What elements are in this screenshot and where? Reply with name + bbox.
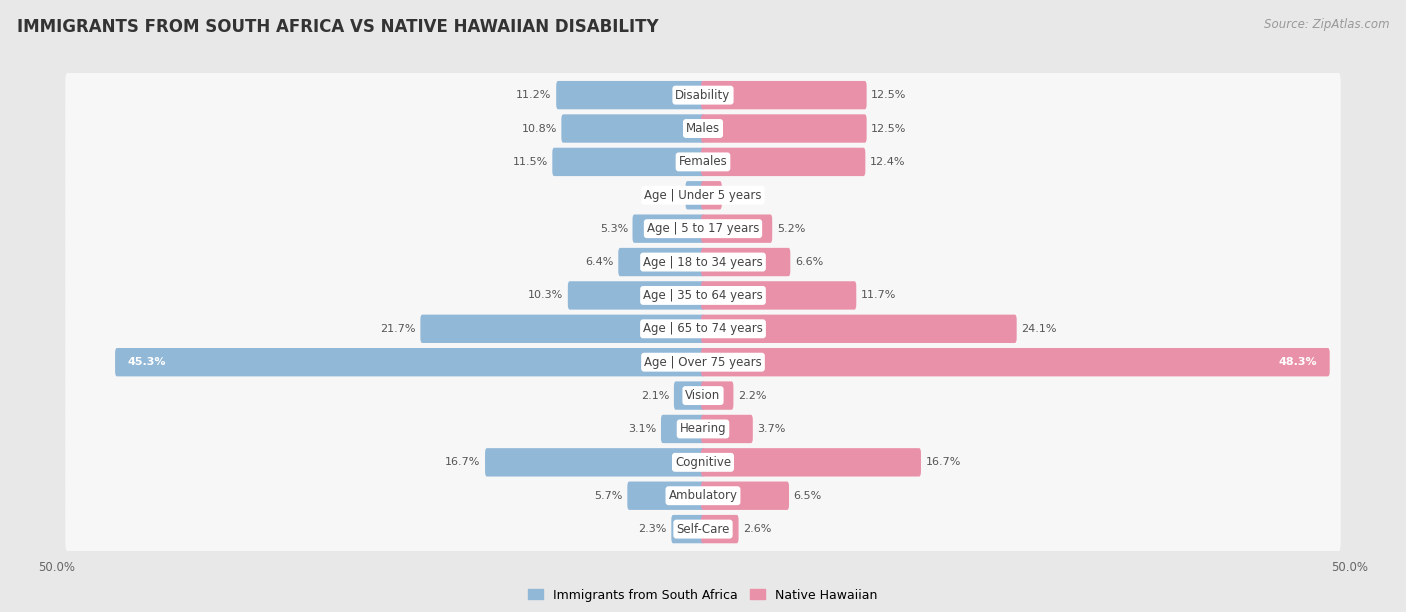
- FancyBboxPatch shape: [65, 506, 1341, 553]
- Text: 45.3%: 45.3%: [128, 357, 166, 367]
- FancyBboxPatch shape: [702, 482, 789, 510]
- FancyBboxPatch shape: [702, 415, 752, 443]
- Text: Ambulatory: Ambulatory: [668, 489, 738, 502]
- FancyBboxPatch shape: [557, 81, 704, 110]
- FancyBboxPatch shape: [561, 114, 704, 143]
- FancyBboxPatch shape: [702, 448, 921, 477]
- FancyBboxPatch shape: [702, 315, 1017, 343]
- Text: 24.1%: 24.1%: [1021, 324, 1057, 334]
- FancyBboxPatch shape: [65, 138, 1341, 185]
- FancyBboxPatch shape: [702, 114, 866, 143]
- FancyBboxPatch shape: [65, 472, 1341, 520]
- Text: Cognitive: Cognitive: [675, 456, 731, 469]
- FancyBboxPatch shape: [673, 381, 704, 410]
- Text: 11.2%: 11.2%: [516, 90, 551, 100]
- FancyBboxPatch shape: [627, 482, 704, 510]
- FancyBboxPatch shape: [65, 72, 1341, 119]
- Text: IMMIGRANTS FROM SOUTH AFRICA VS NATIVE HAWAIIAN DISABILITY: IMMIGRANTS FROM SOUTH AFRICA VS NATIVE H…: [17, 18, 658, 36]
- Text: Disability: Disability: [675, 89, 731, 102]
- Text: 1.3%: 1.3%: [727, 190, 755, 200]
- FancyBboxPatch shape: [65, 238, 1341, 286]
- FancyBboxPatch shape: [65, 338, 1341, 386]
- Text: 16.7%: 16.7%: [446, 457, 481, 468]
- Text: 12.4%: 12.4%: [870, 157, 905, 167]
- Text: 11.7%: 11.7%: [860, 291, 896, 300]
- Text: Age | 18 to 34 years: Age | 18 to 34 years: [643, 256, 763, 269]
- FancyBboxPatch shape: [702, 181, 721, 209]
- Text: 12.5%: 12.5%: [872, 124, 907, 133]
- Legend: Immigrants from South Africa, Native Hawaiian: Immigrants from South Africa, Native Haw…: [523, 584, 883, 606]
- Text: 10.8%: 10.8%: [522, 124, 557, 133]
- FancyBboxPatch shape: [65, 405, 1341, 453]
- FancyBboxPatch shape: [702, 214, 772, 243]
- Text: 1.2%: 1.2%: [652, 190, 681, 200]
- FancyBboxPatch shape: [671, 515, 704, 543]
- Text: 2.1%: 2.1%: [641, 390, 669, 401]
- FancyBboxPatch shape: [65, 372, 1341, 419]
- FancyBboxPatch shape: [65, 171, 1341, 219]
- Text: Hearing: Hearing: [679, 422, 727, 436]
- Text: 10.3%: 10.3%: [529, 291, 564, 300]
- FancyBboxPatch shape: [65, 272, 1341, 319]
- FancyBboxPatch shape: [568, 282, 704, 310]
- Text: 21.7%: 21.7%: [381, 324, 416, 334]
- Text: 3.7%: 3.7%: [758, 424, 786, 434]
- FancyBboxPatch shape: [661, 415, 704, 443]
- FancyBboxPatch shape: [702, 147, 865, 176]
- Text: Age | 65 to 74 years: Age | 65 to 74 years: [643, 323, 763, 335]
- Text: Source: ZipAtlas.com: Source: ZipAtlas.com: [1264, 18, 1389, 31]
- Text: 48.3%: 48.3%: [1279, 357, 1317, 367]
- Text: 12.5%: 12.5%: [872, 90, 907, 100]
- Text: 11.5%: 11.5%: [513, 157, 548, 167]
- FancyBboxPatch shape: [65, 205, 1341, 252]
- FancyBboxPatch shape: [65, 439, 1341, 486]
- Text: 2.6%: 2.6%: [744, 524, 772, 534]
- FancyBboxPatch shape: [553, 147, 704, 176]
- Text: Vision: Vision: [685, 389, 721, 402]
- Text: Self-Care: Self-Care: [676, 523, 730, 536]
- Text: Females: Females: [679, 155, 727, 168]
- Text: Males: Males: [686, 122, 720, 135]
- FancyBboxPatch shape: [702, 282, 856, 310]
- Text: 2.3%: 2.3%: [638, 524, 666, 534]
- FancyBboxPatch shape: [686, 181, 704, 209]
- Text: Age | 5 to 17 years: Age | 5 to 17 years: [647, 222, 759, 235]
- Text: Age | 35 to 64 years: Age | 35 to 64 years: [643, 289, 763, 302]
- Text: 5.3%: 5.3%: [600, 223, 628, 234]
- Text: 6.4%: 6.4%: [585, 257, 614, 267]
- Text: 16.7%: 16.7%: [925, 457, 960, 468]
- Text: 6.6%: 6.6%: [794, 257, 823, 267]
- Text: 5.2%: 5.2%: [776, 223, 806, 234]
- FancyBboxPatch shape: [619, 248, 704, 276]
- FancyBboxPatch shape: [702, 248, 790, 276]
- Text: Age | Under 5 years: Age | Under 5 years: [644, 188, 762, 202]
- FancyBboxPatch shape: [702, 515, 738, 543]
- Text: 2.2%: 2.2%: [738, 390, 766, 401]
- Text: 3.1%: 3.1%: [628, 424, 657, 434]
- Text: 5.7%: 5.7%: [595, 491, 623, 501]
- FancyBboxPatch shape: [420, 315, 704, 343]
- FancyBboxPatch shape: [633, 214, 704, 243]
- FancyBboxPatch shape: [702, 381, 734, 410]
- FancyBboxPatch shape: [115, 348, 704, 376]
- FancyBboxPatch shape: [485, 448, 704, 477]
- Text: Age | Over 75 years: Age | Over 75 years: [644, 356, 762, 368]
- FancyBboxPatch shape: [65, 105, 1341, 152]
- FancyBboxPatch shape: [702, 348, 1330, 376]
- FancyBboxPatch shape: [702, 81, 866, 110]
- FancyBboxPatch shape: [65, 305, 1341, 353]
- Text: 6.5%: 6.5%: [793, 491, 821, 501]
